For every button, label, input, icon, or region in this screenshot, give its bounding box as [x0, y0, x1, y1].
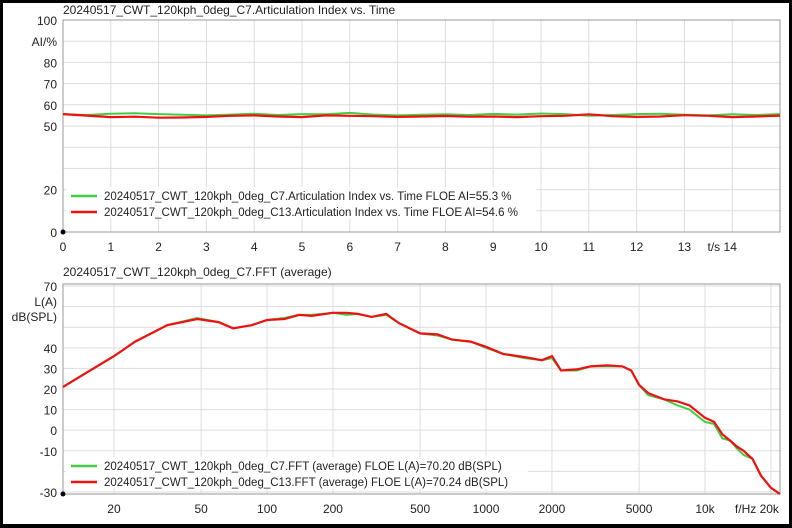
- y-tick-label: 60: [44, 99, 58, 113]
- x-tick-label: 2: [155, 240, 162, 254]
- y-axis-label: AI/%: [32, 35, 58, 49]
- y-tick-label: 0: [50, 226, 57, 240]
- x-tick-label: 12: [630, 240, 644, 254]
- y-axis-label: dB(SPL): [12, 310, 57, 324]
- x-tick-label: 20: [107, 502, 121, 516]
- x-tick-label: 13: [678, 240, 692, 254]
- legend-label: 20240517_CWT_120kph_0deg_C13.FFT (averag…: [104, 477, 508, 489]
- y-tick-label: 20: [44, 383, 58, 397]
- y-tick-label: 50: [44, 120, 58, 134]
- y-tick-label: 20: [44, 184, 58, 198]
- x-tick-label: 9: [490, 240, 497, 254]
- x-tick-label: 500: [410, 502, 430, 516]
- x-tick-label: 8: [442, 240, 449, 254]
- x-tick-label: 100: [257, 502, 277, 516]
- x-tick-label: 4: [251, 240, 258, 254]
- origin-marker: [61, 230, 66, 235]
- x-tick-label: 10k: [695, 502, 715, 516]
- legend-label: 20240517_CWT_120kph_0deg_C7.Articulation…: [104, 191, 512, 203]
- x-tick-label: 1: [107, 240, 114, 254]
- y-tick-label: 30: [44, 362, 58, 376]
- x-tick-label: 1000: [473, 502, 500, 516]
- x-tick-label: 7: [394, 240, 401, 254]
- x-tick-label: 5: [299, 240, 306, 254]
- plot-2: 20240517_CWT_120kph_0deg_C7.FFT (average…: [12, 265, 780, 516]
- x-tick-label: 50: [194, 502, 208, 516]
- x-tick-label: 200: [323, 502, 343, 516]
- y-tick-label: -10: [40, 445, 58, 459]
- x-tick-label: 11: [583, 240, 596, 254]
- x-tick-label: 5000: [626, 502, 653, 516]
- x-tick-label: 3: [203, 240, 210, 254]
- y-tick-label: 10: [44, 404, 58, 418]
- y-tick-label: 70: [44, 280, 58, 294]
- y-tick-label: -30: [40, 486, 58, 500]
- legend-label: 20240517_CWT_120kph_0deg_C7.FFT (average…: [104, 461, 502, 473]
- y-tick-label: 100: [37, 14, 57, 28]
- x-tick-label: t/s 14: [708, 240, 738, 254]
- x-tick-label: 0: [60, 240, 67, 254]
- y-tick-label: 40: [44, 342, 58, 356]
- y-tick-label: 0: [50, 424, 57, 438]
- x-tick-label: 10: [534, 240, 548, 254]
- origin-marker: [61, 492, 66, 497]
- x-tick-label: 6: [346, 240, 353, 254]
- plot-1: 20240517_CWT_120kph_0deg_C7.Articulation…: [32, 3, 780, 254]
- x-tick-label: f/Hz 20k: [735, 502, 780, 516]
- x-tick-label: 2000: [539, 502, 566, 516]
- chart-title: 20240517_CWT_120kph_0deg_C7.Articulation…: [63, 3, 396, 17]
- y-axis-label: L(A): [34, 295, 57, 309]
- y-tick-label: 70: [44, 78, 58, 92]
- y-tick-label: 80: [44, 56, 58, 70]
- chart-title: 20240517_CWT_120kph_0deg_C7.FFT (average…: [63, 265, 332, 279]
- legend-label: 20240517_CWT_120kph_0deg_C13.Articulatio…: [104, 207, 518, 219]
